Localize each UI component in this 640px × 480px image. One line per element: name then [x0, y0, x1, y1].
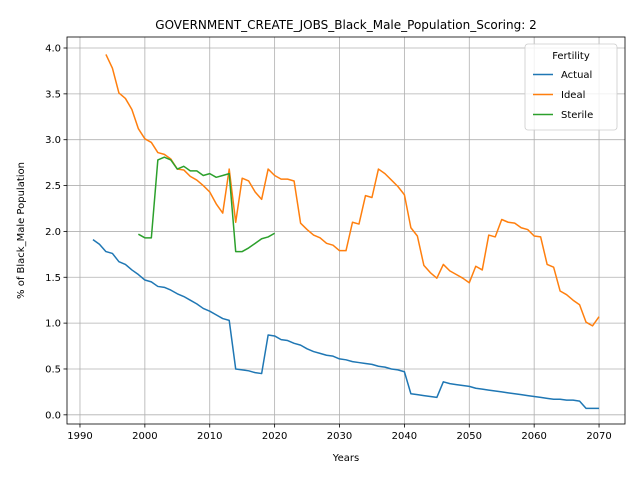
- x-tick-label: 2010: [197, 431, 222, 442]
- x-axis: 1990 2000 2010 2020 2030 2040 2050 2060 2070: [67, 424, 612, 442]
- series-line-sterile: [138, 156, 275, 253]
- legend-label-ideal: Ideal: [561, 90, 585, 101]
- x-tick-label: 2060: [521, 431, 546, 442]
- legend-items: Actual Ideal Sterile: [533, 70, 593, 121]
- legend-title: Fertility: [552, 51, 590, 62]
- y-tick-label: 2.0: [45, 227, 61, 238]
- x-tick-label: 2020: [262, 431, 287, 442]
- legend-box: [524, 43, 618, 131]
- x-tick-label: 2040: [392, 431, 417, 442]
- x-tick-label: 1990: [67, 431, 92, 442]
- y-axis-label: % of Black_Male Population: [16, 162, 27, 299]
- x-tick-label: 2030: [327, 431, 352, 442]
- y-tick-label: 0.0: [45, 410, 61, 421]
- legend-label-sterile: Sterile: [561, 110, 593, 121]
- plot-frame: [66, 36, 626, 425]
- series-lines: [92, 54, 600, 410]
- chart-title: GOVERNMENT_CREATE_JOBS_Black_Male_Popula…: [155, 18, 536, 32]
- series-line-ideal: [105, 54, 600, 327]
- y-tick-label: 1.5: [45, 273, 61, 284]
- y-tick-label: 3.0: [45, 135, 61, 146]
- y-tick-label: 4.0: [45, 44, 61, 55]
- x-axis-label: Years: [332, 453, 359, 464]
- y-tick-label: 3.5: [45, 89, 61, 100]
- y-tick-label: 2.5: [45, 181, 61, 192]
- y-tick-label: 1.0: [45, 319, 61, 330]
- y-tick-label: 0.5: [45, 364, 61, 375]
- x-tick-label: 2070: [586, 431, 611, 442]
- legend-label-actual: Actual: [561, 70, 592, 81]
- x-tick-label: 2050: [457, 431, 482, 442]
- legend: Fertility Actual Ideal Sterile: [524, 43, 618, 131]
- y-axis: 0.0 0.5 1.0 1.5 2.0 2.5 3.0 3.5 4.0: [45, 44, 67, 421]
- x-tick-label: 2000: [132, 431, 157, 442]
- series-line-actual: [92, 239, 600, 410]
